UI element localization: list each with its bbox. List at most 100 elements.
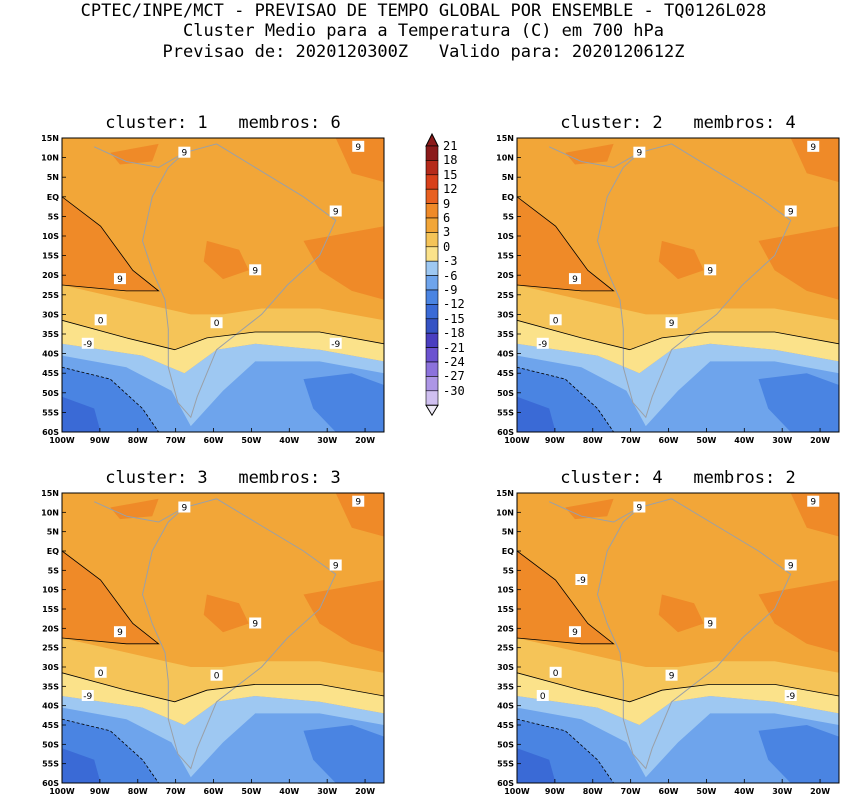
colorbar-swatch: [425, 332, 439, 348]
lon-label: 20W: [810, 436, 830, 445]
lat-label: 55S: [42, 760, 59, 769]
contour-label-box: [352, 140, 365, 152]
colorbar-swatch: [425, 347, 439, 363]
lon-label: 80W: [583, 436, 603, 445]
south-america-outline: [141, 143, 337, 419]
contour-label-box: [549, 314, 562, 326]
contour-label: -9: [538, 340, 547, 350]
colorbar-tick-label: 3: [443, 225, 451, 240]
lon-label: 40W: [279, 436, 299, 445]
lat-label: 45S: [497, 721, 514, 730]
colorbar: [425, 132, 439, 417]
lat-label: 10S: [497, 232, 514, 241]
lat-label: 15N: [41, 489, 59, 498]
contour-label-box: [633, 146, 646, 158]
contour-label-box: [784, 559, 797, 571]
contour-minus9: [517, 366, 614, 432]
lat-label: 20S: [497, 624, 514, 633]
lat-label: 35S: [497, 330, 514, 339]
temp-region-0: [517, 672, 839, 725]
colorbar-swatch: [425, 188, 439, 204]
colorbar-tick-label: 12: [443, 182, 458, 197]
colorbar-swatch: [425, 203, 439, 219]
contour-label: 9: [669, 672, 675, 682]
lat-label: 60S: [42, 428, 59, 437]
colorbar-swatch: [425, 289, 439, 305]
contour-0: [62, 672, 384, 703]
colorbar-swatch: [425, 160, 439, 176]
contour-9: [62, 550, 160, 645]
contour-label-box: [704, 617, 717, 629]
contour-label-box: [536, 690, 549, 701]
contour-label-box: [329, 559, 342, 571]
temp-region-9: [517, 551, 614, 644]
contour-label: -9: [83, 340, 92, 350]
contour-label-box: [210, 317, 223, 329]
contour-label: 9: [669, 319, 675, 329]
lon-label: 80W: [128, 436, 148, 445]
lon-label: 60W: [659, 436, 679, 445]
contour-label: 0: [98, 669, 104, 679]
lon-label: 40W: [734, 436, 754, 445]
contour-label: 9: [117, 628, 123, 638]
lon-label: 50W: [696, 787, 716, 796]
lon-label: 70W: [166, 436, 186, 445]
contour-label: 0: [98, 316, 104, 326]
temp-region-9: [335, 493, 384, 537]
south-america-outline: [141, 498, 337, 770]
lat-label: 50S: [497, 740, 514, 749]
colorbar-bottom-arrow: [425, 404, 439, 417]
contour-9: [517, 196, 615, 292]
contour-label: 9: [572, 275, 578, 285]
lon-label: 80W: [128, 787, 148, 796]
south-america-outline: [596, 498, 792, 770]
temp-region-minus12: [62, 396, 101, 432]
lat-label: 30S: [42, 310, 59, 319]
colorbar-swatch: [425, 145, 439, 161]
temp-region-3: [517, 285, 839, 350]
colorbar-tick-label: -3: [443, 254, 458, 269]
map-frame: [61, 137, 385, 433]
lon-label: 30W: [772, 787, 792, 796]
lat-label: 40S: [497, 350, 514, 359]
contour-label: 9: [788, 208, 794, 218]
colorbar-tick-label: -6: [443, 268, 458, 283]
lat-label: 40S: [497, 702, 514, 711]
contour-label-box: [329, 205, 342, 217]
lat-label: 60S: [42, 779, 59, 788]
colorbar-tick-label: 15: [443, 167, 458, 182]
south-america-outline: [596, 143, 792, 419]
map-panel-cluster-1: 9 9 9 9 9 0 0 -9 -9 15N 10N 5N EQ 5S 10S 15S 20S 25S 30S 35…: [41, 134, 385, 445]
lat-label: EQ: [47, 547, 59, 556]
contour-label-box: [633, 501, 646, 513]
lat-label: EQ: [47, 193, 59, 202]
contour-label: -9: [577, 576, 586, 586]
temp-region-minus12: [517, 396, 556, 432]
lat-label: 5N: [502, 173, 514, 182]
contour-label: 9: [252, 266, 258, 276]
colorbar-swatch: [425, 260, 439, 276]
lon-label: 30W: [317, 787, 337, 796]
contour-label: -9: [331, 340, 340, 350]
lat-label: 25S: [42, 644, 59, 653]
lon-label: 30W: [317, 436, 337, 445]
lat-label: 20S: [497, 271, 514, 280]
colorbar-tick-label: 6: [443, 211, 451, 225]
temp-region-3: [517, 638, 839, 702]
lat-label: 10S: [497, 586, 514, 595]
temp-region-0: [517, 320, 839, 374]
lat-label: 60S: [497, 779, 514, 788]
contour-label: 0: [553, 669, 559, 679]
lat-label: 45S: [497, 369, 514, 378]
lat-label: 25S: [497, 644, 514, 653]
lat-label: 55S: [42, 408, 59, 417]
contour-label-box: [94, 666, 107, 678]
lon-label: 90W: [90, 436, 110, 445]
central-america-outline: [548, 501, 640, 523]
temp-region-minus12: [517, 748, 556, 783]
contour-label-box: [568, 626, 581, 638]
lat-label: 5N: [47, 173, 59, 182]
colorbar-swatch: [425, 174, 439, 190]
contour-label: 9: [252, 620, 258, 630]
lat-label: 10N: [496, 154, 514, 163]
